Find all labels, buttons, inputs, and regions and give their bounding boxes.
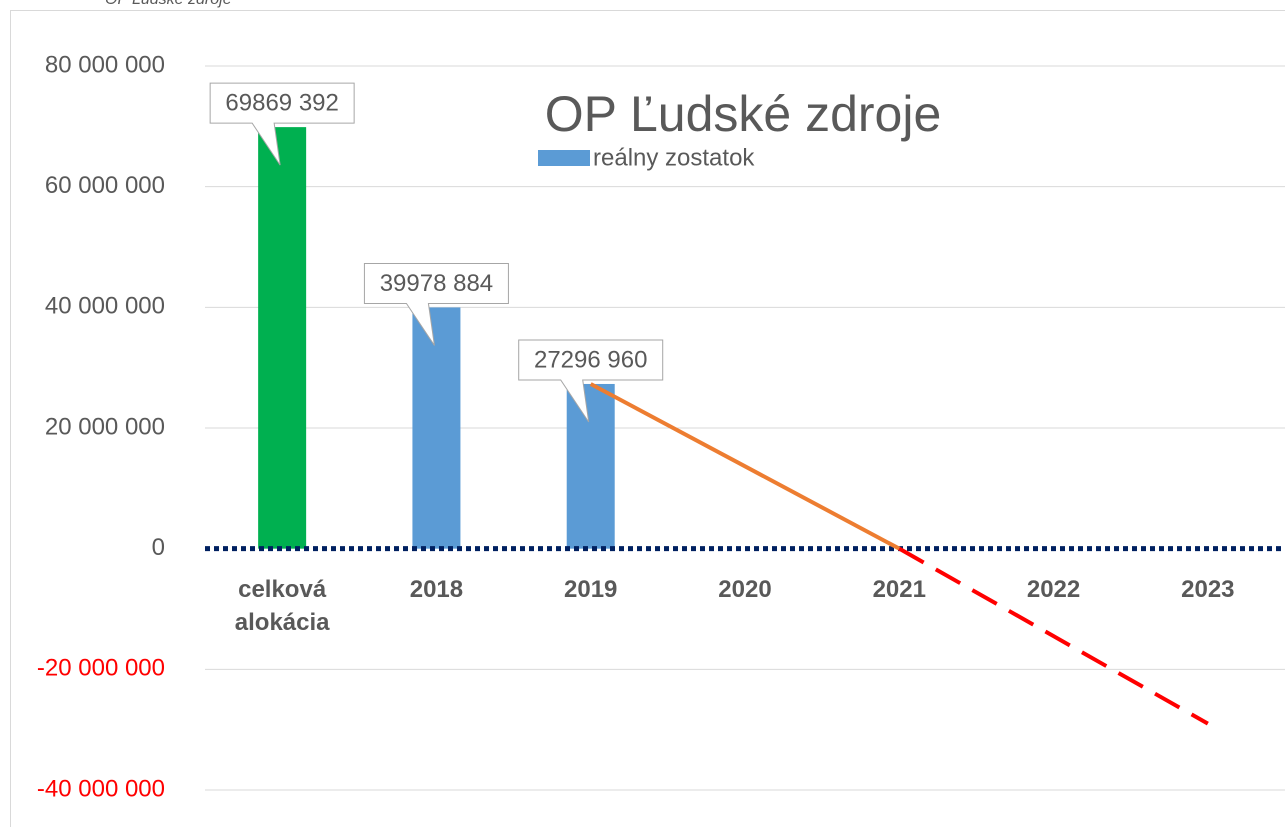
trend-line bbox=[898, 546, 1209, 726]
legend-swatch bbox=[538, 150, 590, 166]
bar bbox=[258, 127, 307, 549]
legend-label: reálny zostatok bbox=[593, 144, 755, 171]
data-label: 39978 884 bbox=[380, 270, 493, 297]
y-tick-label: -20 000 000 bbox=[37, 655, 165, 682]
y-tick-label: 20 000 000 bbox=[45, 413, 165, 440]
y-tick-label: 80 000 000 bbox=[45, 51, 165, 78]
y-tick-label: 0 bbox=[152, 534, 165, 561]
data-label-callout bbox=[518, 339, 664, 423]
x-tick-label: 2023 bbox=[1181, 576, 1235, 603]
x-tick-label: 2019 bbox=[564, 576, 618, 603]
caption: OP Ľudské zdroje bbox=[105, 0, 232, 8]
x-tick-label: 2018 bbox=[409, 576, 464, 603]
y-tick-label: 40 000 000 bbox=[45, 293, 165, 320]
y-tick-label: 60 000 000 bbox=[45, 172, 165, 199]
data-label: 27296 960 bbox=[534, 346, 647, 373]
trend-line bbox=[589, 382, 901, 551]
x-tick-label: 2022 bbox=[1026, 576, 1081, 603]
x-tick-label: 2020 bbox=[718, 576, 772, 603]
y-tick-label: -40 000 000 bbox=[37, 775, 165, 802]
bar bbox=[566, 383, 615, 549]
x-tick-label: celková alokácia bbox=[234, 576, 330, 636]
data-label-callout bbox=[363, 262, 509, 346]
data-label: 69869 392 bbox=[225, 89, 338, 116]
chart-frame bbox=[10, 10, 1285, 827]
bar bbox=[412, 307, 461, 549]
data-label-callout bbox=[209, 82, 355, 166]
chart-title: OP Ľudské zdroje bbox=[545, 86, 942, 142]
x-tick-label: 2021 bbox=[872, 576, 926, 603]
